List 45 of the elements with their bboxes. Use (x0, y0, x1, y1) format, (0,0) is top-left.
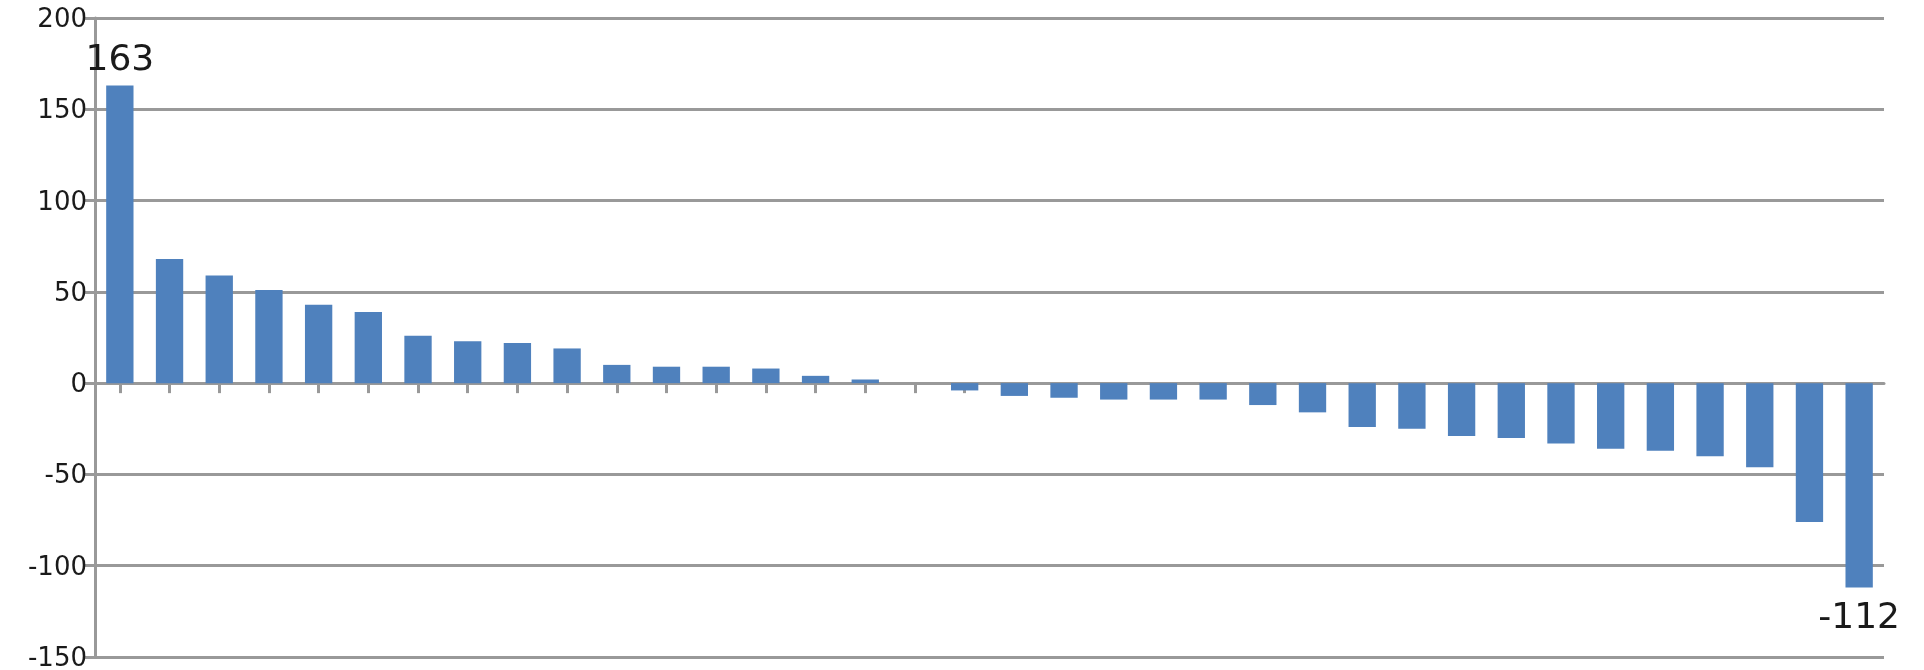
bar (1795, 383, 1824, 522)
bar (1497, 383, 1525, 438)
bar (1398, 383, 1426, 429)
data-label: -112 (1818, 595, 1900, 637)
y-tick-label: 200 (37, 3, 87, 33)
bar (106, 85, 134, 384)
bar (404, 335, 432, 384)
bar (304, 304, 333, 384)
y-tick-label: -50 (44, 459, 87, 490)
bar (1547, 383, 1575, 444)
bar (454, 341, 482, 384)
bar (553, 348, 581, 384)
bar (1845, 383, 1873, 588)
bar (603, 364, 631, 384)
bar (255, 290, 283, 384)
bar (1050, 383, 1078, 398)
bar (1696, 383, 1724, 457)
bar (752, 368, 780, 384)
bar (801, 375, 830, 384)
bar (1100, 383, 1128, 400)
y-tick-label: 100 (37, 185, 87, 216)
bar (205, 275, 233, 384)
bar (155, 258, 184, 384)
y-tick-label: 0 (70, 368, 87, 399)
y-tick-label: -100 (27, 550, 87, 581)
bar (1000, 383, 1029, 396)
bar (1348, 383, 1376, 427)
bar (503, 342, 532, 384)
bar (950, 383, 979, 391)
bar (1447, 383, 1476, 437)
y-tick-label: 50 (53, 276, 87, 307)
data-label: 163 (85, 37, 155, 79)
bar (851, 379, 879, 384)
bar (652, 366, 681, 384)
bar (1149, 383, 1178, 400)
bar (1746, 383, 1774, 468)
bar (702, 366, 730, 384)
y-tick-label: -150 (27, 642, 87, 670)
bar (1298, 383, 1327, 413)
bar (1199, 383, 1227, 400)
bar (1646, 383, 1675, 451)
bar (354, 311, 382, 384)
bar (1249, 383, 1277, 406)
y-tick-label: 150 (37, 94, 87, 125)
bar (1597, 383, 1625, 449)
